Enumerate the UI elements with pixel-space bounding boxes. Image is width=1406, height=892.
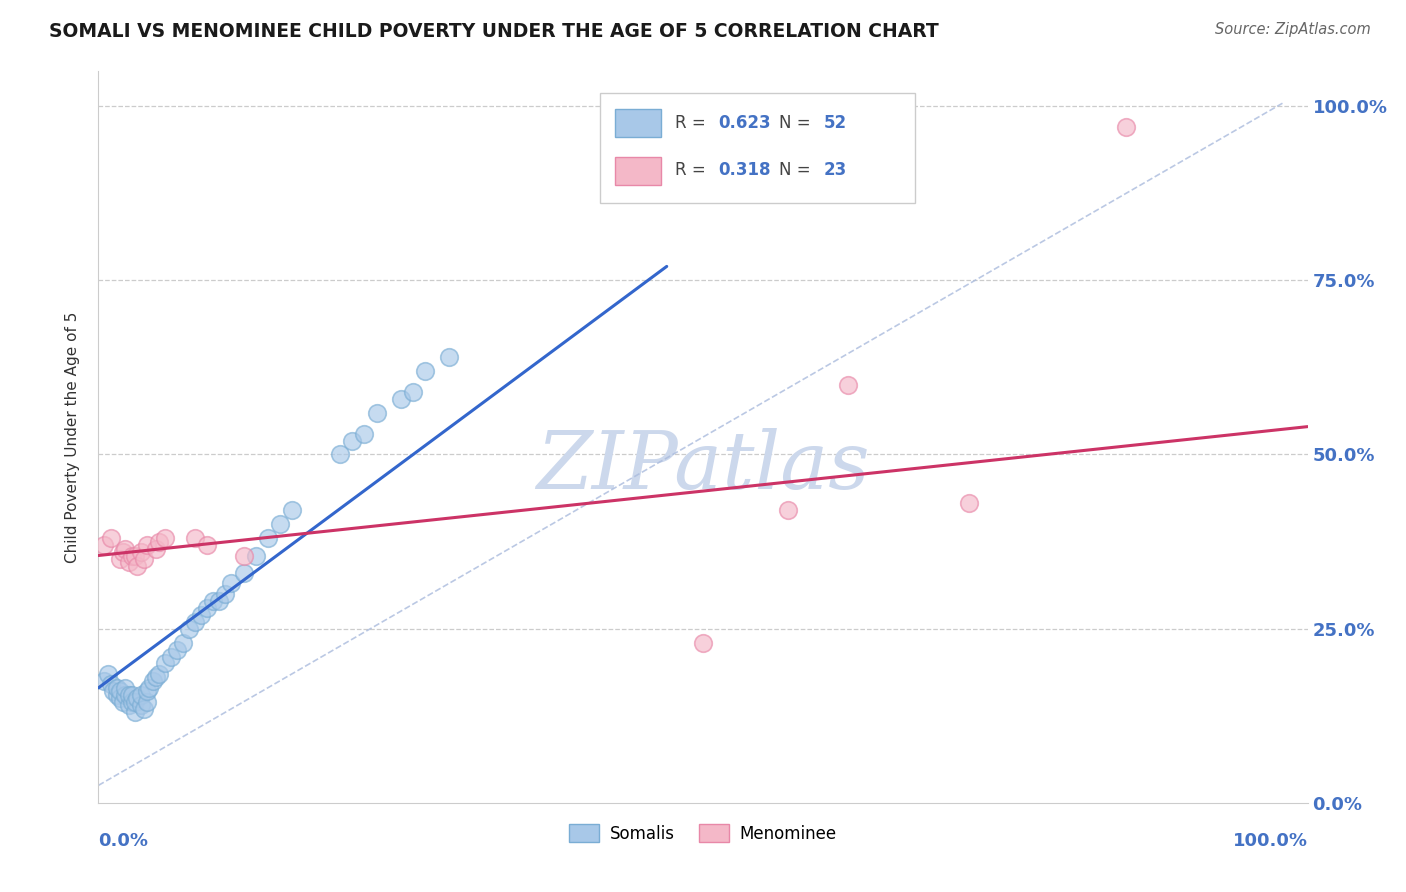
Point (135, 695, 157, 709)
Point (208, 594, 231, 608)
Point (179, 622, 201, 636)
Point (184, 615, 207, 629)
Point (105, 688, 128, 702)
Text: N =: N = (779, 161, 815, 179)
Point (413, 364, 436, 378)
Point (145, 541, 167, 556)
Point (105, 681, 128, 695)
Text: ZIPatlas: ZIPatlas (536, 427, 870, 505)
Point (692, 635, 714, 649)
Point (108, 684, 131, 698)
Point (129, 545, 152, 559)
Point (142, 673, 165, 688)
Point (118, 556, 141, 570)
Point (148, 667, 170, 681)
Point (160, 649, 183, 664)
Legend: Somalis, Menominee: Somalis, Menominee (562, 818, 844, 849)
Text: 100.0%: 100.0% (1233, 832, 1308, 850)
Point (135, 538, 157, 552)
Point (281, 503, 304, 517)
Text: N =: N = (779, 113, 815, 131)
Text: 0.0%: 0.0% (98, 832, 149, 850)
Point (121, 688, 143, 702)
Point (134, 702, 156, 716)
Point (214, 587, 236, 601)
Point (101, 684, 124, 698)
Point (118, 688, 141, 702)
Point (108, 552, 131, 566)
Point (129, 688, 152, 702)
Point (121, 695, 143, 709)
Point (1115, 120, 1137, 134)
Point (329, 448, 352, 462)
Point (100, 677, 122, 691)
Point (366, 406, 388, 420)
Point (957, 496, 980, 510)
Text: 23: 23 (824, 161, 848, 179)
Point (202, 594, 225, 608)
Point (111, 695, 134, 709)
Point (124, 695, 146, 709)
Text: 0.623: 0.623 (718, 113, 772, 131)
Y-axis label: Child Poverty Under the Age of 5: Child Poverty Under the Age of 5 (65, 311, 80, 563)
Point (134, 552, 156, 566)
Point (256, 531, 278, 545)
Point (166, 642, 188, 657)
Point (153, 531, 176, 545)
Point (124, 549, 146, 563)
Point (437, 350, 460, 364)
Point (127, 691, 149, 706)
Text: 52: 52 (824, 113, 846, 131)
Point (124, 705, 146, 719)
Point (114, 688, 136, 702)
FancyBboxPatch shape (614, 157, 661, 185)
Point (195, 538, 218, 552)
Point (184, 531, 207, 545)
Point (97, 667, 120, 681)
Point (111, 545, 134, 559)
Point (118, 698, 141, 713)
Point (342, 434, 364, 448)
Text: 0.318: 0.318 (718, 161, 772, 179)
Point (114, 681, 136, 695)
Point (232, 566, 254, 580)
Point (145, 670, 167, 684)
Point (138, 681, 160, 695)
Point (148, 534, 170, 549)
Text: R =: R = (675, 113, 711, 131)
FancyBboxPatch shape (600, 94, 915, 203)
FancyBboxPatch shape (614, 110, 661, 137)
Text: R =: R = (675, 161, 711, 179)
Point (190, 607, 212, 622)
Point (389, 392, 412, 406)
Point (129, 698, 152, 713)
Text: SOMALI VS MENOMINEE CHILD POVERTY UNDER THE AGE OF 5 CORRELATION CHART: SOMALI VS MENOMINEE CHILD POVERTY UNDER … (49, 22, 939, 41)
Text: Source: ZipAtlas.com: Source: ZipAtlas.com (1215, 22, 1371, 37)
Point (353, 426, 375, 441)
Point (93, 538, 115, 552)
Point (402, 384, 425, 399)
Point (221, 576, 243, 591)
Point (232, 549, 254, 563)
Point (153, 657, 176, 671)
Point (837, 377, 859, 392)
Point (195, 600, 218, 615)
Point (108, 691, 131, 706)
Point (172, 635, 194, 649)
Point (127, 558, 149, 573)
Point (245, 549, 267, 563)
Point (269, 517, 291, 532)
Point (121, 549, 143, 563)
Point (776, 503, 799, 517)
Point (93, 673, 115, 688)
Point (114, 541, 136, 556)
Point (135, 684, 157, 698)
Point (100, 531, 122, 545)
